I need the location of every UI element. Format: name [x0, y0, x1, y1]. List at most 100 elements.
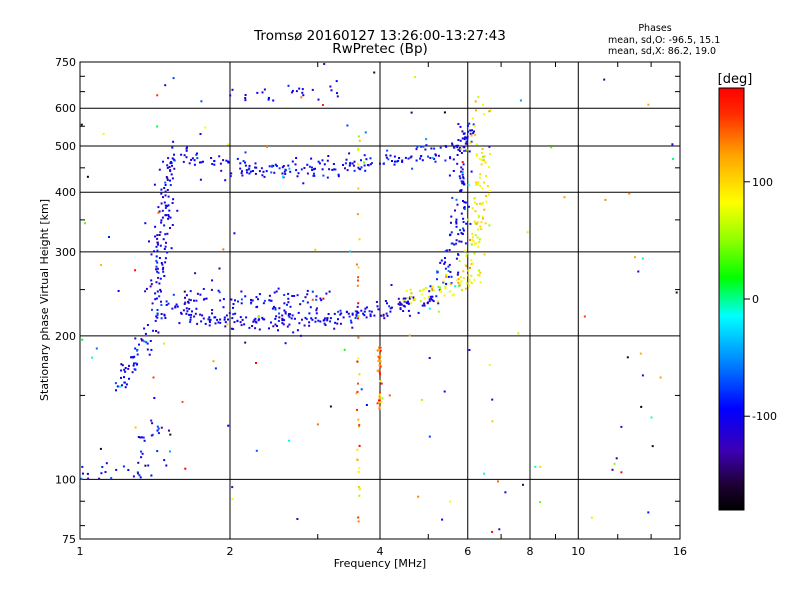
echo-point — [232, 328, 235, 330]
echo-point — [161, 268, 164, 271]
colorbar-tick-label: -100 — [752, 410, 777, 423]
echo-point — [400, 303, 403, 306]
echo-point — [407, 309, 410, 312]
echo-point — [169, 216, 172, 219]
echo-point — [217, 321, 220, 324]
echo-point — [195, 307, 198, 310]
echo-point — [462, 176, 465, 179]
echo-point — [419, 157, 422, 160]
echo-point — [339, 322, 342, 325]
echo-point — [165, 464, 168, 467]
echo-point — [455, 222, 458, 225]
echo-point — [291, 314, 294, 317]
x-tick-label: 6 — [464, 545, 471, 558]
echo-point — [590, 516, 593, 519]
echo-point — [353, 169, 356, 172]
echo-point — [363, 310, 366, 313]
echo-point — [466, 137, 469, 140]
colorbar-unit-label: [deg] — [718, 72, 753, 87]
echo-point — [224, 179, 227, 182]
echo-point — [296, 294, 299, 297]
echo-point — [190, 313, 193, 316]
echo-point — [457, 281, 460, 284]
echo-point — [214, 367, 217, 370]
echo-point — [296, 329, 299, 332]
echo-point — [164, 204, 167, 207]
echo-point — [369, 157, 372, 160]
echo-point — [165, 241, 167, 244]
echo-point — [481, 148, 484, 150]
echo-point — [144, 332, 147, 335]
echo-point — [402, 299, 405, 302]
echo-point — [306, 293, 309, 296]
echo-point — [485, 175, 487, 177]
echo-point — [167, 302, 170, 305]
echo-point — [301, 91, 304, 94]
echo-point — [468, 278, 471, 281]
echo-point — [615, 457, 618, 460]
echo-point — [432, 289, 435, 292]
echo-point — [311, 88, 314, 91]
echo-point — [161, 216, 164, 219]
echo-point — [462, 217, 465, 220]
echo-point — [149, 340, 152, 342]
echo-point — [277, 329, 279, 332]
echo-point — [462, 200, 464, 202]
echo-point — [311, 169, 314, 171]
echo-point — [443, 111, 446, 114]
echo-point — [162, 270, 165, 273]
echo-point — [268, 294, 271, 297]
echo-point — [323, 63, 326, 65]
echo-point — [475, 143, 478, 146]
echo-point — [241, 174, 244, 177]
echo-point — [471, 207, 474, 210]
echo-point — [444, 257, 446, 259]
echo-point — [339, 313, 342, 316]
echo-point — [441, 518, 444, 521]
echo-point — [365, 316, 368, 319]
echo-point — [225, 314, 228, 317]
echo-point — [306, 163, 309, 166]
echo-point — [315, 298, 318, 301]
echo-point — [196, 152, 198, 155]
echo-point — [383, 317, 386, 320]
echo-point — [262, 170, 265, 173]
echo-point — [364, 131, 367, 134]
echo-point — [462, 277, 465, 279]
echo-point — [169, 433, 172, 436]
echo-point — [457, 148, 460, 151]
echo-point — [357, 135, 360, 138]
echo-point — [258, 170, 261, 173]
echo-point — [81, 465, 84, 468]
echo-point — [427, 155, 430, 158]
echo-point — [620, 425, 623, 428]
echo-point — [659, 376, 662, 379]
echo-point — [208, 316, 211, 319]
echo-point — [455, 242, 458, 245]
echo-point — [357, 166, 360, 169]
echo-point — [306, 172, 309, 175]
echo-point — [436, 300, 439, 303]
echo-point — [429, 295, 432, 298]
echo-point — [375, 301, 378, 303]
echo-point — [393, 163, 396, 166]
echo-point — [449, 283, 452, 286]
echo-point — [153, 183, 156, 186]
echo-point — [455, 144, 458, 147]
echo-point — [469, 239, 471, 241]
echo-point — [399, 303, 402, 306]
echo-point — [196, 157, 199, 160]
echo-point — [208, 321, 211, 323]
echo-point — [462, 180, 465, 183]
echo-point — [166, 179, 169, 181]
echo-point — [163, 248, 166, 250]
echo-point — [261, 91, 264, 94]
echo-point — [469, 129, 472, 132]
echo-point — [469, 222, 472, 225]
echo-point — [435, 154, 437, 157]
echo-point — [480, 163, 483, 166]
echo-point — [397, 297, 400, 300]
echo-point — [166, 177, 169, 180]
echo-point — [172, 198, 175, 201]
echo-point — [478, 238, 481, 241]
